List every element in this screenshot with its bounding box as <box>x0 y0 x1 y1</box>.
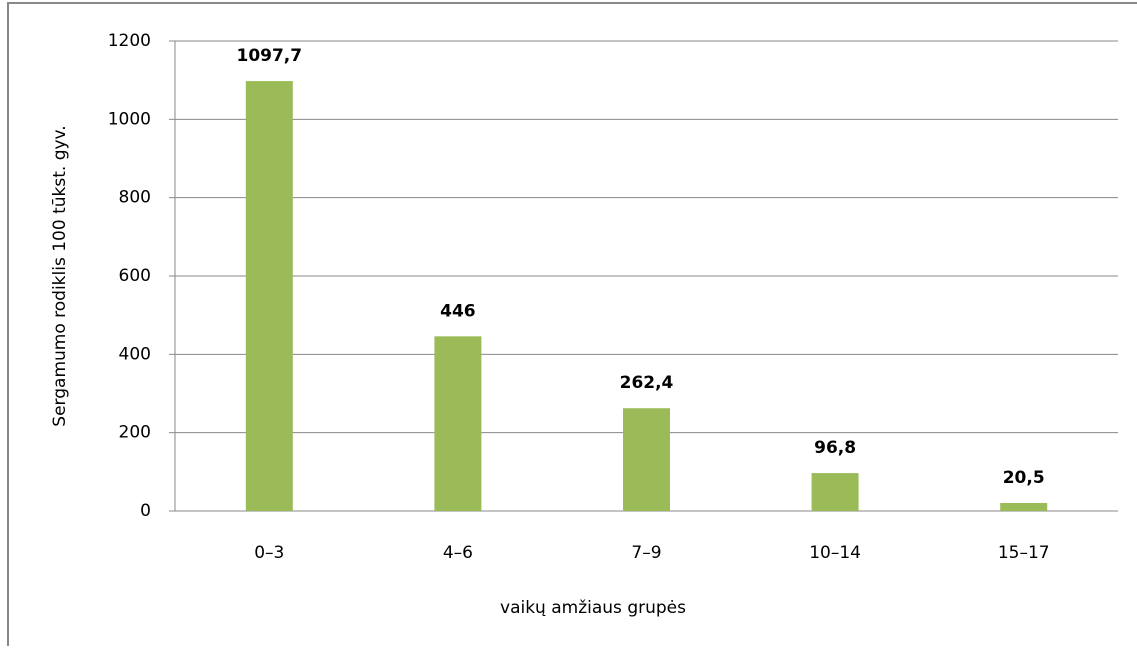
value-label: 20,5 <box>1003 468 1045 488</box>
y-tick-label: 0 <box>140 501 151 521</box>
y-tick-label: 800 <box>119 188 151 208</box>
y-tick-label: 200 <box>119 423 151 443</box>
bar <box>811 473 859 511</box>
x-tick-label: 7–9 <box>631 543 661 563</box>
x-tick-label: 15–17 <box>998 543 1050 563</box>
bar <box>245 81 293 511</box>
y-tick-label: 1200 <box>108 31 151 51</box>
chart-frame <box>7 2 1137 650</box>
value-label: 262,4 <box>620 373 674 393</box>
value-label: 96,8 <box>814 438 856 458</box>
value-label: 1097,7 <box>236 46 302 66</box>
y-tick-label: 600 <box>119 266 151 286</box>
bar <box>434 336 482 511</box>
bar <box>623 408 670 511</box>
value-label: 446 <box>440 301 476 321</box>
y-axis-title: Sergamumo rodiklis 100 tūkst. gyv. <box>50 125 70 426</box>
bar <box>1000 502 1048 511</box>
y-tick-label: 1000 <box>108 109 151 129</box>
x-tick-label: 4–6 <box>443 543 473 563</box>
x-axis-title: vaikų amžiaus grupės <box>500 598 686 618</box>
x-tick-label: 10–14 <box>809 543 861 563</box>
x-tick-label: 0–3 <box>254 543 284 563</box>
y-tick-label: 400 <box>119 344 151 364</box>
